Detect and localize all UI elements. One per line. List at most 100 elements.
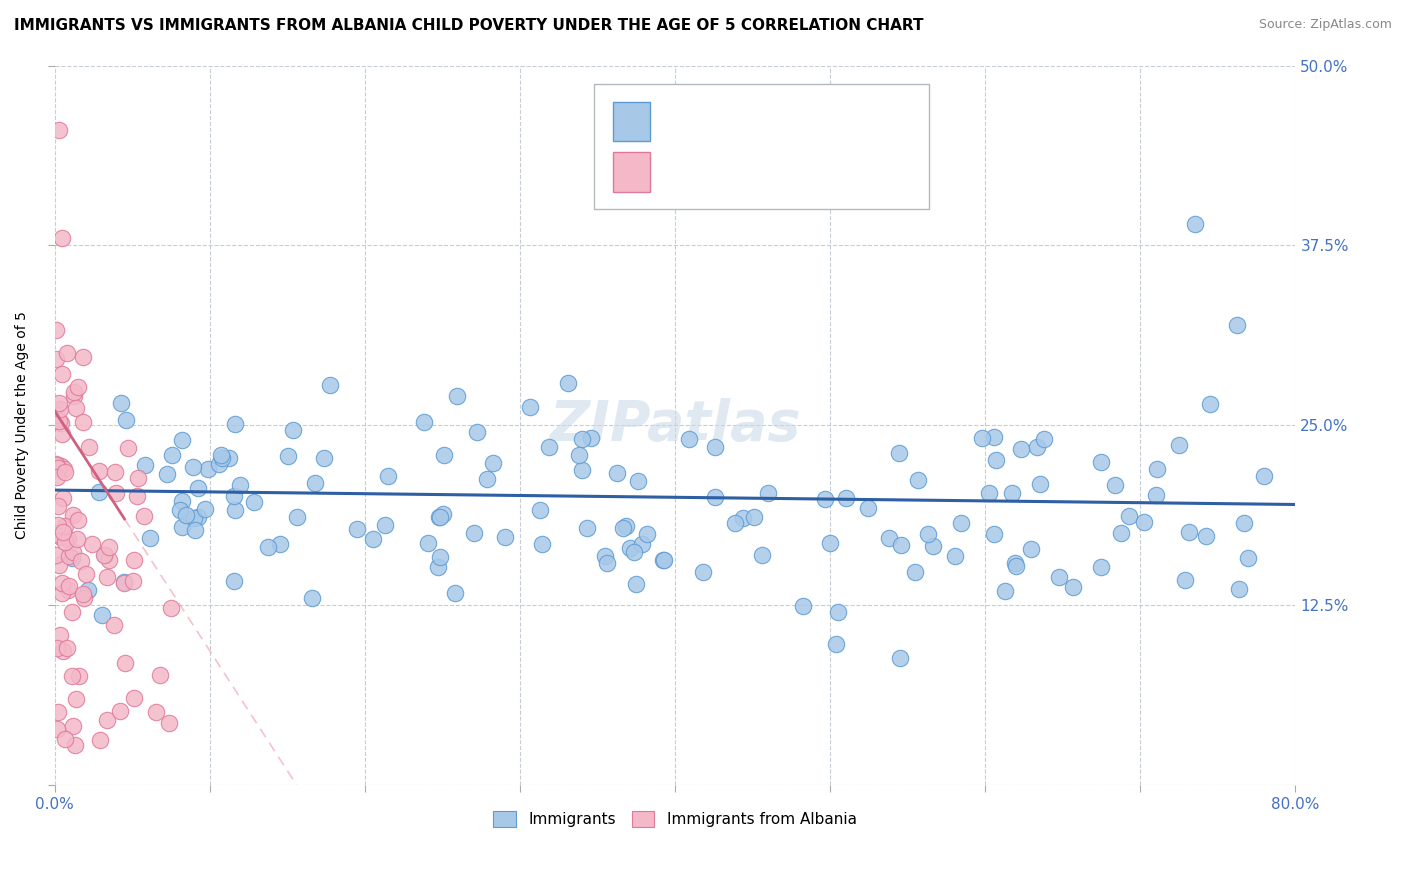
Point bbox=[312, 451, 335, 466]
Point bbox=[243, 495, 266, 509]
Point bbox=[66, 532, 89, 546]
Point bbox=[46, 499, 69, 513]
Text: -0.127: -0.127 bbox=[724, 164, 779, 179]
Text: 85: 85 bbox=[862, 164, 887, 179]
Point bbox=[557, 376, 579, 390]
Point bbox=[104, 465, 127, 479]
Point bbox=[922, 539, 945, 553]
Point bbox=[346, 522, 368, 536]
Point bbox=[63, 388, 86, 402]
Point bbox=[187, 481, 209, 495]
Text: ZIPatlas: ZIPatlas bbox=[550, 399, 801, 452]
Text: R =: R = bbox=[669, 113, 702, 128]
Point bbox=[984, 453, 1007, 467]
Point bbox=[51, 367, 73, 381]
Point bbox=[943, 549, 966, 564]
Point bbox=[51, 426, 73, 441]
Point bbox=[623, 545, 645, 559]
Point bbox=[72, 591, 94, 605]
Point bbox=[112, 576, 135, 591]
Point bbox=[637, 526, 659, 541]
FancyBboxPatch shape bbox=[613, 102, 650, 141]
Point bbox=[363, 532, 385, 546]
Point bbox=[1109, 525, 1132, 540]
Point bbox=[58, 549, 80, 564]
Point bbox=[46, 641, 69, 656]
Point bbox=[1227, 582, 1250, 597]
Point bbox=[90, 607, 112, 622]
Point bbox=[619, 541, 641, 555]
Point bbox=[1174, 574, 1197, 588]
Point bbox=[426, 560, 449, 574]
Point bbox=[465, 425, 488, 440]
Point bbox=[887, 446, 910, 460]
Point bbox=[1233, 516, 1256, 530]
Text: Source: ZipAtlas.com: Source: ZipAtlas.com bbox=[1258, 18, 1392, 31]
Point bbox=[122, 690, 145, 705]
Point bbox=[596, 556, 619, 570]
Point bbox=[52, 644, 75, 658]
Point bbox=[950, 516, 973, 530]
Point bbox=[183, 511, 205, 525]
Point bbox=[1047, 570, 1070, 584]
Point bbox=[48, 558, 70, 572]
Point bbox=[157, 716, 180, 731]
Point bbox=[170, 520, 193, 534]
Point bbox=[494, 530, 516, 544]
Point bbox=[704, 440, 727, 454]
Point bbox=[1132, 515, 1154, 529]
Text: R =: R = bbox=[669, 164, 702, 179]
Point bbox=[827, 605, 849, 619]
Point bbox=[49, 628, 72, 642]
Point bbox=[624, 576, 647, 591]
Point bbox=[1010, 442, 1032, 457]
Point bbox=[229, 478, 252, 492]
Point bbox=[917, 526, 939, 541]
Point bbox=[1090, 455, 1112, 469]
Point bbox=[281, 423, 304, 437]
Point bbox=[139, 531, 162, 545]
Text: IMMIGRANTS VS IMMIGRANTS FROM ALBANIA CHILD POVERTY UNDER THE AGE OF 5 CORRELATI: IMMIGRANTS VS IMMIGRANTS FROM ALBANIA CH… bbox=[14, 18, 924, 33]
Point bbox=[62, 545, 84, 559]
Point bbox=[627, 474, 650, 488]
Point bbox=[174, 508, 197, 523]
Point bbox=[46, 461, 69, 475]
Point bbox=[429, 509, 451, 524]
Point bbox=[127, 470, 149, 484]
Point bbox=[529, 502, 551, 516]
Point bbox=[1178, 525, 1201, 540]
Point bbox=[257, 540, 280, 554]
Point bbox=[575, 521, 598, 535]
Point bbox=[156, 467, 179, 481]
Point bbox=[904, 565, 927, 579]
Point bbox=[132, 508, 155, 523]
Point bbox=[983, 429, 1005, 443]
Point bbox=[49, 402, 72, 417]
Point bbox=[856, 500, 879, 515]
Point bbox=[55, 519, 77, 533]
Point bbox=[1144, 488, 1167, 502]
Point bbox=[285, 510, 308, 524]
FancyBboxPatch shape bbox=[595, 84, 929, 210]
Point bbox=[49, 416, 72, 430]
Point bbox=[1199, 397, 1222, 411]
Point bbox=[89, 485, 111, 500]
Point bbox=[114, 413, 136, 427]
Point bbox=[1194, 529, 1216, 543]
Point bbox=[277, 449, 299, 463]
Point bbox=[45, 458, 67, 472]
Point bbox=[75, 567, 97, 582]
Point bbox=[446, 389, 468, 403]
Point bbox=[704, 490, 727, 504]
Legend: Immigrants, Immigrants from Albania: Immigrants, Immigrants from Albania bbox=[486, 804, 865, 835]
Point bbox=[134, 458, 156, 472]
Point bbox=[149, 668, 172, 682]
Point bbox=[1237, 551, 1260, 566]
Point bbox=[579, 431, 602, 445]
Point bbox=[58, 579, 80, 593]
Point bbox=[72, 415, 94, 429]
Point bbox=[98, 552, 121, 566]
Point bbox=[519, 401, 541, 415]
Point bbox=[72, 350, 94, 364]
Point bbox=[1005, 558, 1028, 573]
